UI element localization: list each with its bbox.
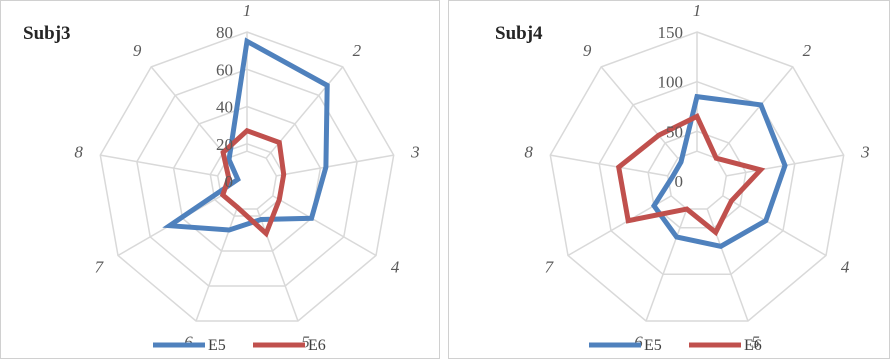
- tick-label: 0: [675, 172, 684, 191]
- legend-label-e6: E6: [744, 337, 762, 354]
- grid-ring: [647, 130, 747, 229]
- grid-spoke: [256, 208, 299, 322]
- grid-spoke: [150, 66, 229, 159]
- legend-label-e5: E5: [208, 337, 226, 354]
- legend-label-e6: E6: [308, 337, 326, 354]
- axis-label-9: 9: [133, 41, 142, 60]
- grid-ring: [598, 80, 796, 276]
- radar-panel-subj3: 0 20 40 60 80 1 2 3 4 5 6 7 8 9 E5 E6 Subj3: [0, 0, 440, 359]
- axis-label-7: 7: [95, 258, 105, 277]
- axis-label-8: 8: [524, 142, 533, 161]
- tick-label: 60: [216, 60, 233, 79]
- radar-chart-subj4: 0 50 100 150 1 2 3 4 5 6 7 8 9 E5 E6: [524, 1, 869, 354]
- grid-ring: [549, 31, 845, 322]
- tick-label: 150: [658, 23, 684, 42]
- axis-label-4: 4: [841, 258, 850, 277]
- grid-ring: [99, 31, 395, 322]
- radar-chart-subj3: 0 20 40 60 80 1 2 3 4 5 6 7 8 9 E5 E6: [74, 1, 419, 354]
- grid-spoke: [600, 66, 679, 159]
- radar-grid: [99, 31, 395, 322]
- tick-label: 100: [658, 73, 684, 92]
- axis-label-8: 8: [74, 142, 83, 161]
- series-line-e6: [615, 113, 766, 237]
- tick-label: 80: [216, 23, 233, 42]
- axis-labels: 1 2 3 4 5 6 7 8 9: [524, 1, 869, 352]
- axis-label-4: 4: [391, 258, 400, 277]
- legend-label-e5: E5: [644, 337, 662, 354]
- axis-label-6: 6: [184, 333, 193, 352]
- grid-spoke: [550, 154, 668, 177]
- axis-label-2: 2: [803, 41, 812, 60]
- tick-label: 0: [225, 172, 234, 191]
- legend: E5 E6: [589, 337, 762, 354]
- axis-label-5: 5: [751, 333, 760, 352]
- axis-label-3: 3: [860, 142, 870, 161]
- axis-label-2: 2: [353, 41, 362, 60]
- grid-spoke: [276, 154, 394, 177]
- axis-label-3: 3: [410, 142, 420, 161]
- axis-labels: 1 2 3 4 5 6 7 8 9: [74, 1, 419, 352]
- axis-label-5: 5: [301, 333, 310, 352]
- axis-label-7: 7: [545, 258, 555, 277]
- chart-title: Subj3: [23, 23, 71, 44]
- grid-ring: [666, 150, 728, 210]
- axis-label-1: 1: [693, 1, 702, 20]
- series-line-e5: [650, 93, 788, 249]
- chart-title: Subj4: [495, 23, 543, 44]
- tick-label: 40: [216, 98, 233, 117]
- tick-labels: 0 50 100 150: [658, 23, 684, 191]
- tick-label: 50: [666, 122, 683, 141]
- radar-grid: [549, 31, 845, 322]
- grid-ring: [216, 150, 278, 210]
- grid-spoke: [722, 195, 827, 257]
- series-line-e5: [162, 37, 330, 233]
- legend: E5 E6: [153, 337, 326, 354]
- tick-labels: 0 20 40 60 80: [216, 23, 233, 191]
- grid-ring: [136, 68, 358, 287]
- grid-spoke: [706, 208, 749, 322]
- axis-label-1: 1: [243, 1, 252, 20]
- grid-spoke: [100, 154, 218, 177]
- grid-spoke: [715, 66, 794, 159]
- axis-label-9: 9: [583, 41, 592, 60]
- series-line-e6: [219, 127, 287, 238]
- tick-label: 20: [216, 135, 233, 154]
- grid-ring: [172, 105, 322, 252]
- axis-label-6: 6: [634, 333, 643, 352]
- grid-spoke: [272, 195, 377, 257]
- radar-panel-subj4: 0 50 100 150 1 2 3 4 5 6 7 8 9 E5 E6 Subj4: [448, 0, 890, 359]
- grid-spoke: [645, 208, 688, 322]
